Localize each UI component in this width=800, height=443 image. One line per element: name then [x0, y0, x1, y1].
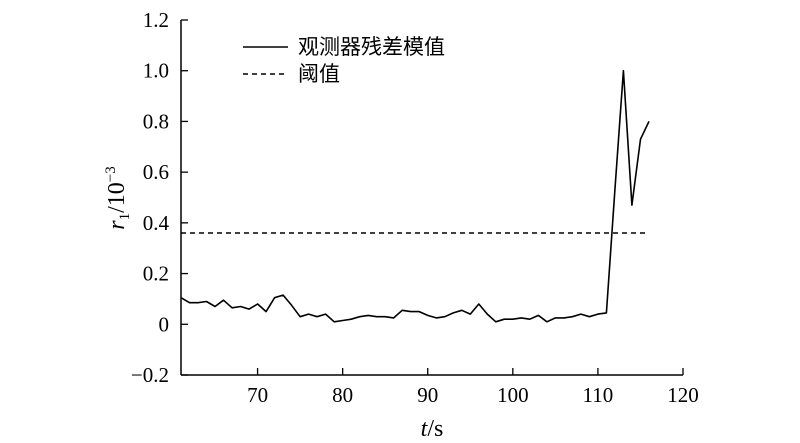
y-tick-label: 0.8 — [143, 109, 169, 133]
chart-ticks: −0.2 0 0.2 0.4 0.6 0.8 1.0 1.2 70 80 90 100 110 120 — [131, 8, 699, 407]
y-tick-label: 0.2 — [143, 262, 169, 286]
x-tick-label: 90 — [417, 383, 438, 407]
x-tick-label: 70 — [247, 383, 268, 407]
chart-axis-titles: t/s r1/10−3 — [103, 166, 443, 442]
y-axis-title: r1/10−3 — [103, 166, 133, 229]
chart-axes — [180, 20, 683, 376]
legend-label: 阈值 — [298, 62, 340, 86]
x-tick-label: 80 — [332, 383, 353, 407]
x-tick-label: 120 — [667, 383, 699, 407]
y-tick-label: −0.2 — [131, 363, 169, 387]
y-tick-label: 1.0 — [143, 59, 169, 83]
x-tick-label: 110 — [583, 383, 614, 407]
legend-label: 观测器残差模值 — [298, 35, 445, 59]
residual-line — [180, 69, 650, 323]
y-tick-label: 0 — [159, 312, 170, 336]
x-tick-label: 100 — [497, 383, 529, 407]
y-tick-label: 0.4 — [143, 211, 170, 235]
x-axis-title: t/s — [421, 416, 444, 442]
chart-series-layer — [180, 69, 650, 323]
y-tick-label: 0.6 — [143, 160, 169, 184]
y-tick-label: 1.2 — [143, 8, 169, 32]
